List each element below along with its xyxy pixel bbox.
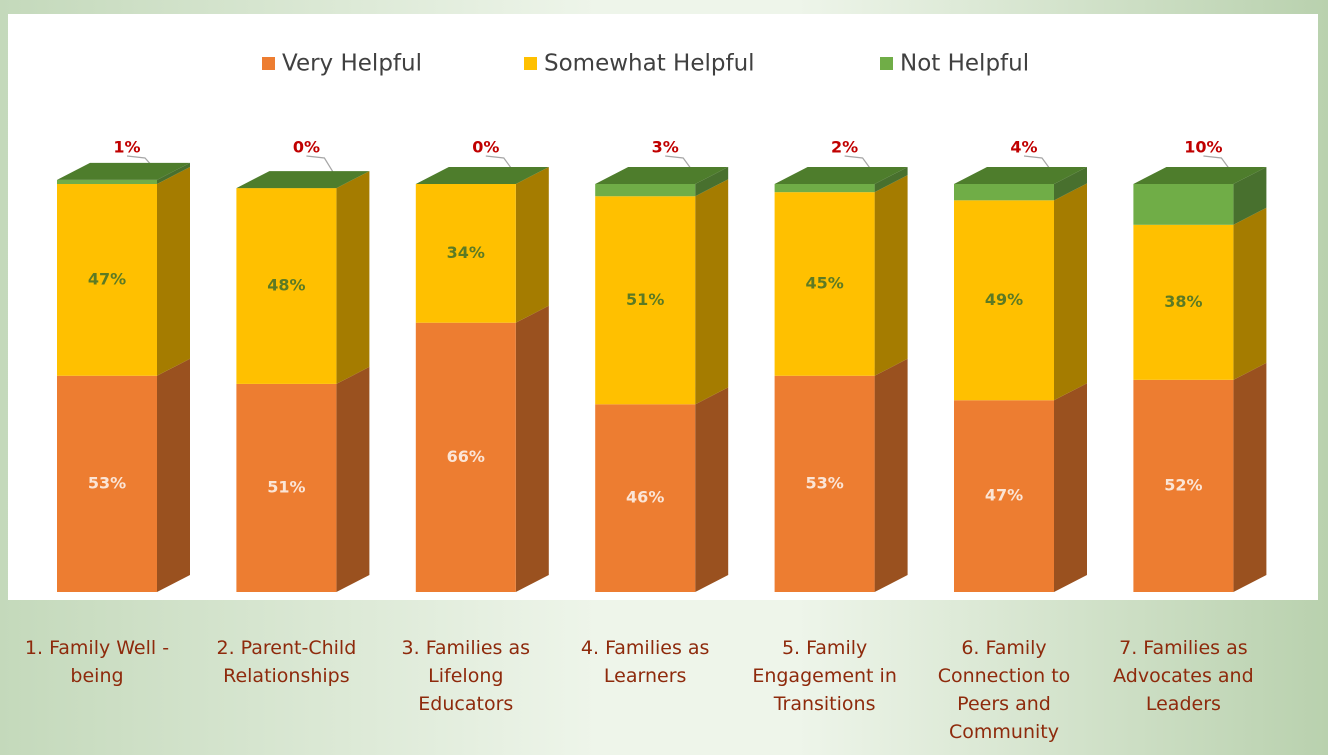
data-label: 47% bbox=[88, 269, 126, 288]
bar-top bbox=[415, 167, 549, 184]
bar-side bbox=[1233, 207, 1267, 380]
data-label: 38% bbox=[1164, 292, 1202, 311]
bar-side bbox=[1054, 167, 1087, 201]
bar bbox=[415, 184, 516, 323]
legend-label: Somewhat Helpful bbox=[544, 51, 755, 77]
bar bbox=[1133, 224, 1234, 380]
data-label: 52% bbox=[1164, 475, 1202, 494]
bar bbox=[954, 400, 1054, 592]
bar bbox=[774, 375, 875, 592]
bar bbox=[415, 322, 516, 592]
data-label: 34% bbox=[447, 243, 485, 262]
legend-swatch bbox=[880, 57, 893, 70]
bar-side bbox=[157, 167, 190, 376]
x-tick-label: 3. Families as Lifelong Educators bbox=[401, 637, 531, 715]
bar bbox=[57, 179, 157, 184]
bar bbox=[774, 192, 875, 376]
bar-side bbox=[515, 167, 549, 323]
bar bbox=[595, 184, 696, 197]
bar-top bbox=[774, 167, 908, 184]
bar-top bbox=[954, 167, 1087, 184]
legend-label: Not Helpful bbox=[900, 51, 1029, 77]
bar-side bbox=[1054, 183, 1087, 401]
bar bbox=[954, 184, 1054, 201]
bar bbox=[236, 383, 337, 592]
bar-side bbox=[515, 305, 549, 592]
bar-side bbox=[695, 179, 729, 405]
bar bbox=[954, 200, 1054, 401]
bar bbox=[595, 404, 696, 592]
data-label: 4% bbox=[1010, 138, 1037, 157]
data-label: 10% bbox=[1184, 138, 1222, 157]
data-label: 51% bbox=[267, 477, 305, 496]
bar bbox=[57, 375, 157, 592]
x-tick-label: 2. Parent-Child Relationships bbox=[216, 637, 357, 687]
bar bbox=[57, 184, 157, 376]
data-label: 1% bbox=[113, 138, 140, 157]
data-label: 47% bbox=[985, 486, 1023, 505]
bar-top bbox=[595, 167, 729, 184]
bar bbox=[774, 184, 875, 193]
data-label: 46% bbox=[626, 488, 664, 507]
bar-side bbox=[1233, 167, 1267, 225]
x-tick-label: 1. Family Well -being bbox=[24, 637, 170, 687]
bar bbox=[236, 188, 337, 384]
data-label: 66% bbox=[447, 447, 485, 466]
data-label: 51% bbox=[626, 290, 664, 309]
data-label: 3% bbox=[652, 138, 679, 157]
bar-side bbox=[336, 171, 370, 384]
bar-side bbox=[874, 175, 908, 376]
bar-side bbox=[157, 358, 190, 592]
bar bbox=[1133, 184, 1234, 225]
data-label: 53% bbox=[88, 473, 126, 492]
legend-label: Very Helpful bbox=[282, 51, 422, 77]
bar-side bbox=[1233, 362, 1267, 592]
x-tick-label: 5. Family Engagement in Transitions bbox=[752, 637, 897, 715]
bar-side bbox=[157, 162, 190, 184]
data-label: 53% bbox=[805, 473, 843, 492]
bar-side bbox=[1054, 383, 1087, 592]
bar-side bbox=[695, 167, 729, 197]
bar-side bbox=[874, 358, 908, 592]
bar bbox=[595, 196, 696, 405]
data-label: 45% bbox=[805, 273, 843, 292]
data-label: 0% bbox=[293, 138, 320, 157]
bar-top bbox=[236, 171, 370, 189]
bar bbox=[1133, 379, 1234, 592]
legend-swatch bbox=[262, 57, 275, 70]
data-label: 48% bbox=[267, 276, 305, 295]
x-tick-label: 4. Families as Learners bbox=[580, 637, 710, 687]
data-label: 2% bbox=[831, 138, 858, 157]
bar-top bbox=[1133, 167, 1267, 184]
data-label: 0% bbox=[472, 138, 499, 157]
x-tick-label: 7. Families as Advocates and Leaders bbox=[1113, 637, 1254, 715]
legend-swatch bbox=[524, 57, 537, 70]
bar-side bbox=[874, 167, 908, 193]
bar-side bbox=[336, 366, 370, 592]
x-tick-label: 6. Family Connection to Peers and Commun… bbox=[937, 637, 1071, 743]
bar-side bbox=[695, 387, 729, 592]
bar-top bbox=[57, 162, 190, 180]
data-label: 49% bbox=[985, 290, 1023, 309]
